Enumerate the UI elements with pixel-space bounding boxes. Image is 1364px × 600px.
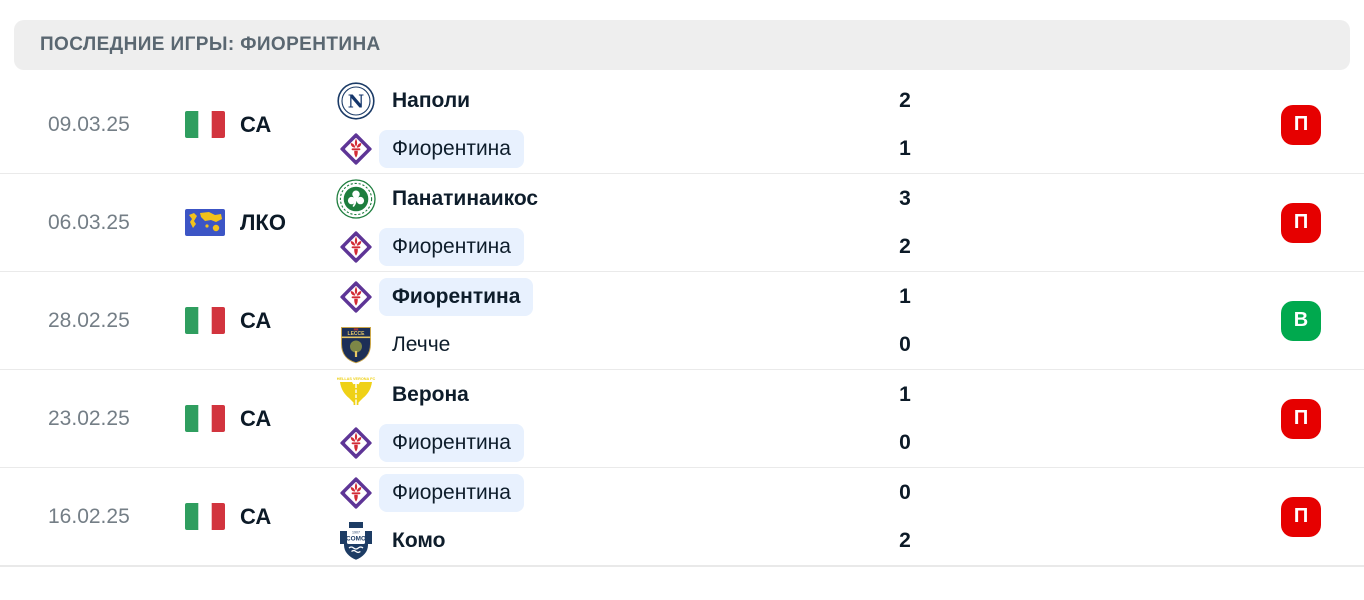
match-date: 06.03.25 (48, 210, 130, 234)
team-name: Комо (392, 528, 446, 552)
section-header: ПОСЛЕДНИЕ ИГРЫ: ФИОРЕНТИНА (14, 20, 1350, 70)
matches-list: 09.03.25 СА N Наполи Фиорентина 2 1 П 06… (0, 76, 1364, 567)
competition-flag (185, 307, 240, 334)
team-logo (333, 178, 379, 219)
competition-code: СА (240, 503, 272, 529)
team-score: 1 (899, 284, 911, 308)
competition-flag (185, 209, 240, 236)
team-line: Фиорентина (333, 419, 885, 467)
teams-column: Фиорентина LECCE Лечче (333, 273, 885, 369)
italy-flag-icon (185, 405, 225, 432)
score-column: 3 2 (885, 175, 925, 271)
team-score: 2 (899, 528, 911, 552)
section-title: ПОСЛЕДНИЕ ИГРЫ: ФИОРЕНТИНА (40, 34, 381, 55)
team-name: Панатинаикос (392, 186, 539, 210)
competition-code: ЛКО (240, 209, 286, 235)
team-name: Лечче (392, 332, 451, 356)
team-line: Фиорентина (333, 273, 885, 321)
fiorentina-logo-icon (340, 230, 372, 263)
team-line: Панатинаикос (333, 175, 885, 223)
svg-text:N: N (348, 91, 364, 112)
teams-column: Панатинаикос Фиорентина (333, 175, 885, 271)
team-score: 1 (899, 382, 911, 406)
svg-text:COMO: COMO (346, 535, 366, 542)
team-score: 0 (899, 430, 911, 454)
teams-column: N Наполи Фиорентина (333, 77, 885, 173)
competition-flag (185, 405, 240, 432)
team-logo: 1907 COMO (333, 521, 379, 561)
team-name: Фиорентина (379, 473, 524, 512)
italy-flag-icon (185, 503, 225, 530)
fiorentina-logo-icon (340, 132, 372, 165)
napoli-logo-icon: N (337, 81, 375, 120)
team-logo: N (333, 81, 379, 120)
match-row[interactable]: 28.02.25 СА Фиорентина LECCE Лечче 1 0 В (0, 272, 1364, 370)
result-badge: П (1281, 202, 1321, 243)
team-logo (333, 279, 379, 315)
team-logo (333, 131, 379, 167)
score-column: 2 1 (885, 77, 925, 173)
svg-text:LECCE: LECCE (348, 331, 366, 337)
result-badge: П (1281, 104, 1321, 145)
team-score: 3 (899, 186, 911, 210)
competition-code: СА (240, 307, 272, 333)
team-name: Фиорентина (379, 277, 534, 316)
italy-flag-icon (185, 307, 225, 334)
score-column: 0 2 (885, 469, 925, 565)
team-logo (333, 425, 379, 461)
fiorentina-logo-icon (340, 476, 372, 509)
match-row[interactable]: 23.02.25 СА HELLAS VERONA FC Верона Фиор… (0, 370, 1364, 468)
verona-logo-icon: HELLAS VERONA FC (337, 376, 376, 405)
team-line: Фиорентина (333, 469, 885, 517)
team-line: HELLAS VERONA FC Верона (333, 371, 885, 419)
competition-flag (185, 111, 240, 138)
team-line: Фиорентина (333, 125, 885, 173)
lecce-logo-icon: LECCE (341, 326, 371, 363)
match-date: 16.02.25 (48, 504, 130, 528)
match-date: 09.03.25 (48, 112, 130, 136)
teams-column: HELLAS VERONA FC Верона Фиорентина (333, 371, 885, 467)
team-score: 0 (899, 332, 911, 356)
result-badge: П (1281, 496, 1321, 537)
teams-column: Фиорентина 1907 COMO Комо (333, 469, 885, 565)
match-row[interactable]: 06.03.25 ЛКО Панатинаикос Фиорентина 3 2… (0, 174, 1364, 272)
result-badge: В (1281, 300, 1321, 341)
fiorentina-logo-icon (340, 426, 372, 459)
competition-code: СА (240, 111, 272, 137)
match-row[interactable]: 16.02.25 СА Фиорентина 1907 COMO Комо 0 2… (0, 468, 1364, 567)
result-badge: П (1281, 398, 1321, 439)
team-score: 2 (899, 234, 911, 258)
italy-flag-icon (185, 111, 225, 138)
team-line: LECCE Лечче (333, 321, 885, 369)
match-row[interactable]: 09.03.25 СА N Наполи Фиорентина 2 1 П (0, 76, 1364, 174)
team-name: Наполи (392, 88, 471, 112)
recent-games-widget: ПОСЛЕДНИЕ ИГРЫ: ФИОРЕНТИНА 09.03.25 СА N… (0, 20, 1364, 567)
svg-text:HELLAS VERONA FC: HELLAS VERONA FC (337, 376, 376, 380)
competition-flag (185, 503, 240, 530)
team-name: Верона (392, 382, 469, 406)
match-date: 23.02.25 (48, 406, 130, 430)
fiorentina-logo-icon (340, 280, 372, 313)
team-logo (333, 475, 379, 511)
team-score: 0 (899, 480, 911, 504)
panathinaikos-logo-icon (336, 178, 376, 219)
competition-code: СА (240, 405, 272, 431)
match-date: 28.02.25 (48, 308, 130, 332)
world-flag-icon (185, 209, 225, 236)
score-column: 1 0 (885, 273, 925, 369)
team-name: Фиорентина (379, 227, 524, 266)
team-name: Фиорентина (379, 423, 524, 462)
team-logo: LECCE (333, 325, 379, 365)
score-column: 1 0 (885, 371, 925, 467)
team-score: 1 (899, 136, 911, 160)
team-logo: HELLAS VERONA FC (333, 375, 379, 415)
svg-text:1907: 1907 (352, 530, 360, 534)
team-name: Фиорентина (379, 129, 524, 168)
team-logo (333, 229, 379, 265)
team-line: 1907 COMO Комо (333, 517, 885, 565)
team-line: N Наполи (333, 77, 885, 125)
team-score: 2 (899, 88, 911, 112)
team-line: Фиорентина (333, 223, 885, 271)
